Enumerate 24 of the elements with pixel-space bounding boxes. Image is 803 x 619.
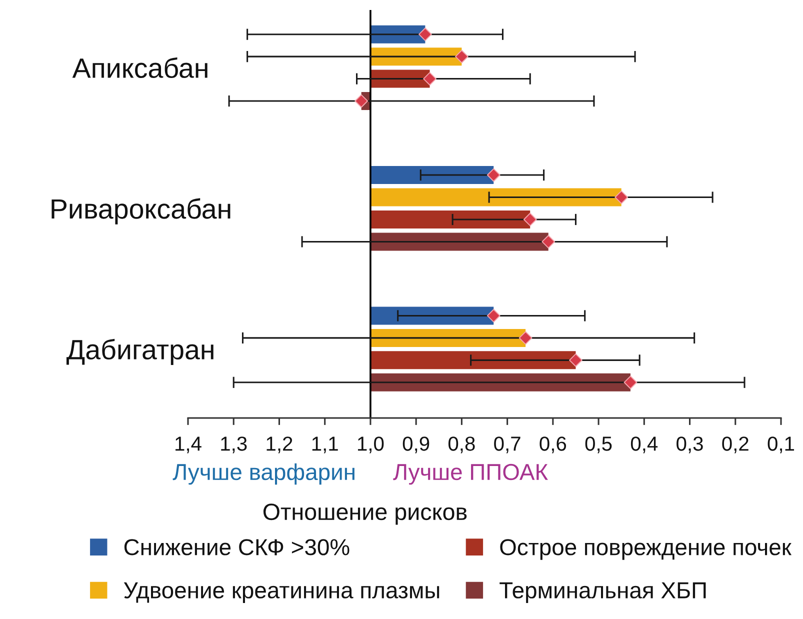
text: Лучше варфарин xyxy=(172,463,354,485)
y-tick-label: Дабигатран xyxy=(66,338,214,366)
x-tick-label: 0,3 xyxy=(676,436,703,454)
x-tick-label: 0,4 xyxy=(630,436,658,454)
x-tick-label: 1,4 xyxy=(176,436,202,454)
x-tick-label: 1,3 xyxy=(221,436,247,454)
legend-label: Острое повреждение почек xyxy=(500,539,792,560)
x-tick-label: 0,1 xyxy=(768,436,794,454)
x-tick-label: 0,9 xyxy=(402,436,430,454)
legend-label: Терминальная ХБП xyxy=(500,582,706,603)
x-tick-label: 1,0 xyxy=(358,436,384,454)
legend-label: Удвоение креатинина плазмы xyxy=(124,582,440,603)
x-tick-label: 0,5 xyxy=(585,436,612,454)
y-tick-label: Ривароксабан xyxy=(52,198,230,224)
x-tick-label: 1,1 xyxy=(312,436,338,454)
text: Лучше ППОАК xyxy=(393,464,548,485)
x-tick-label: 0,6 xyxy=(540,436,566,454)
legend-label: Снижение СКФ >30% xyxy=(124,539,350,556)
x-tick-label: 0,7 xyxy=(494,436,520,454)
x-tick-label: 0,2 xyxy=(722,436,748,454)
x-axis-title: Отношение рисков xyxy=(263,504,467,525)
x-tick-label: 1,2 xyxy=(266,436,292,454)
x-tick-label: 0,8 xyxy=(448,436,475,454)
y-tick-label: Апиксабан xyxy=(72,57,208,78)
